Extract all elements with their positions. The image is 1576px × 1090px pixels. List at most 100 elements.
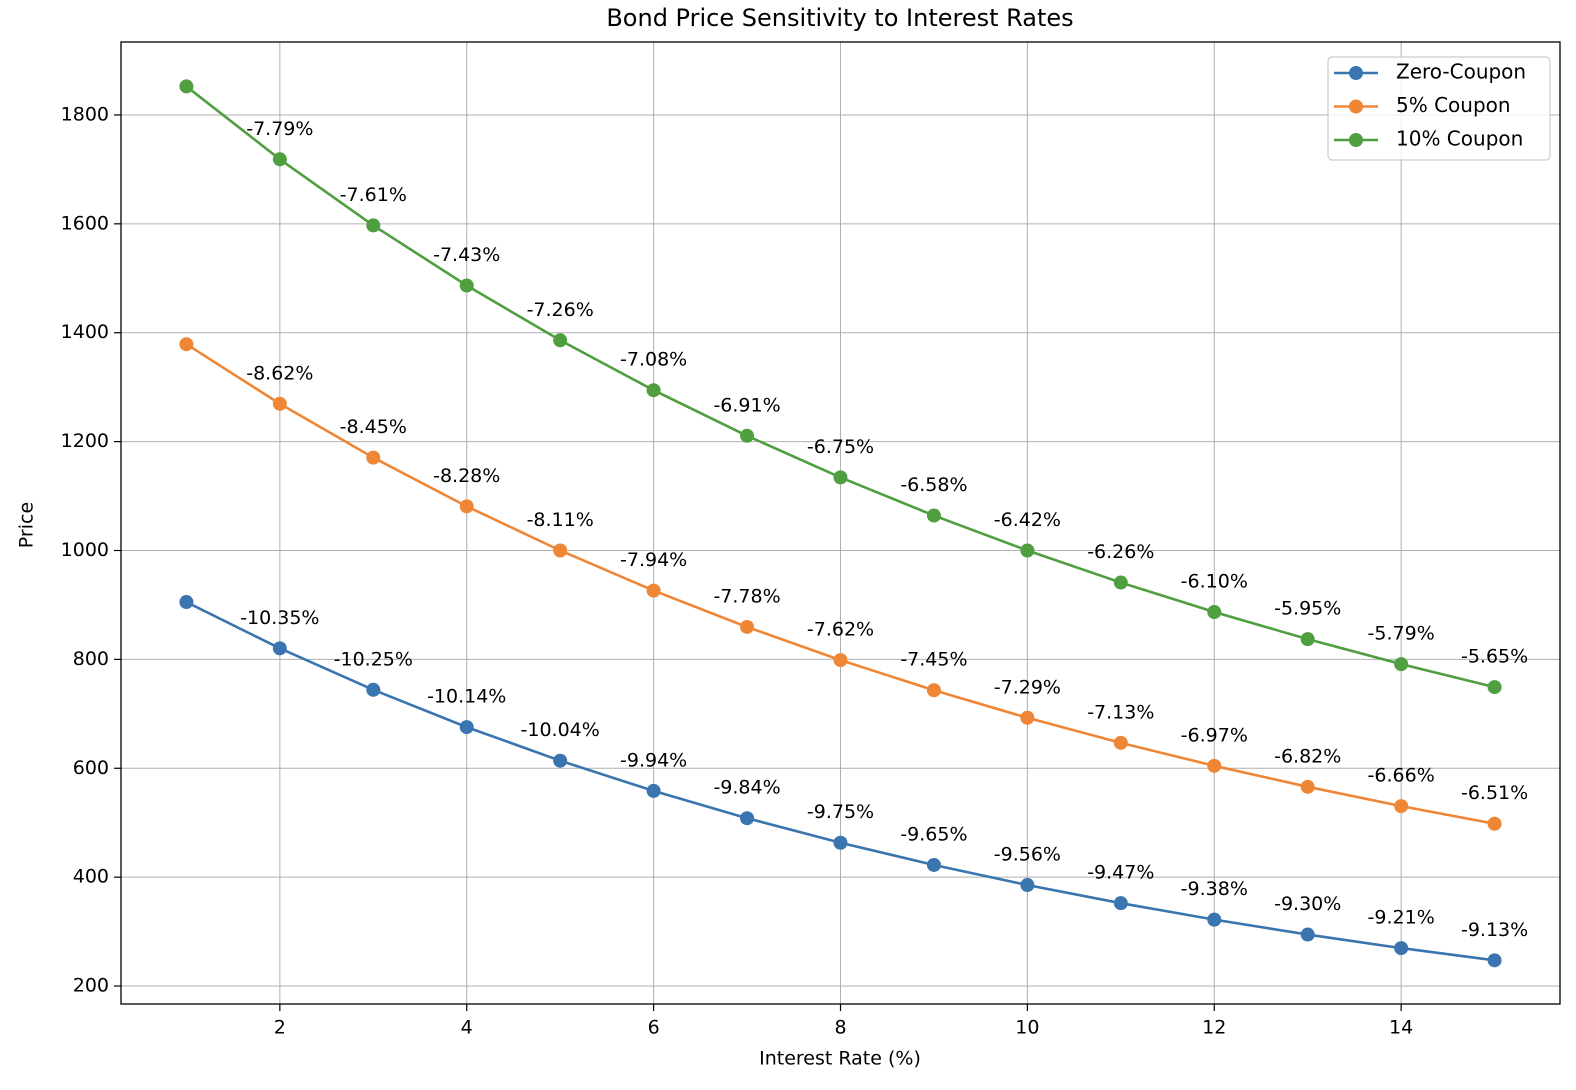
change-annotation: -9.94% xyxy=(620,749,687,771)
data-point xyxy=(1300,632,1315,647)
data-point xyxy=(1394,941,1409,956)
change-annotation: -7.26% xyxy=(527,299,594,321)
data-point xyxy=(553,753,568,768)
data-point xyxy=(1207,912,1222,927)
change-annotation: -6.82% xyxy=(1274,745,1341,767)
grid xyxy=(121,42,1560,1004)
data-point xyxy=(1487,816,1502,831)
data-point xyxy=(1487,680,1502,695)
change-annotation: -9.65% xyxy=(900,823,967,845)
change-annotation: -9.13% xyxy=(1461,919,1528,941)
change-annotation: -10.04% xyxy=(521,719,600,741)
y-tick-label: 600 xyxy=(73,757,109,779)
change-annotation: -8.28% xyxy=(433,465,500,487)
x-tick-label: 10 xyxy=(1015,1017,1039,1039)
x-tick-label: 14 xyxy=(1389,1017,1413,1039)
data-point xyxy=(740,428,755,443)
change-annotation: -7.13% xyxy=(1087,701,1154,723)
change-annotation: -5.65% xyxy=(1461,646,1528,668)
data-point xyxy=(1020,710,1035,725)
change-annotation: -7.45% xyxy=(900,649,967,671)
legend-label: 10% Coupon xyxy=(1396,127,1523,151)
data-point xyxy=(553,333,568,348)
legend-label: Zero-Coupon xyxy=(1396,60,1526,84)
y-tick-label: 1000 xyxy=(61,539,109,561)
change-annotation: -9.21% xyxy=(1368,907,1435,929)
change-annotation: -10.25% xyxy=(334,648,413,670)
data-point xyxy=(1113,896,1128,911)
data-point xyxy=(646,383,661,398)
y-axis-label: Price xyxy=(16,502,38,548)
y-tick-label: 400 xyxy=(73,866,109,888)
data-point xyxy=(459,278,474,293)
change-annotation: -7.29% xyxy=(994,676,1061,698)
change-annotation: -9.56% xyxy=(994,844,1061,866)
data-point xyxy=(272,641,287,656)
change-annotation: -9.75% xyxy=(807,801,874,823)
change-annotation: -7.62% xyxy=(807,619,874,641)
legend: Zero-Coupon 5% Coupon 10% Coupon xyxy=(1327,56,1551,161)
change-annotation: -9.47% xyxy=(1087,862,1154,884)
data-point xyxy=(1300,927,1315,942)
data-point xyxy=(1394,799,1409,814)
data-point xyxy=(1487,953,1502,968)
data-point xyxy=(740,811,755,826)
change-annotation: -7.43% xyxy=(433,244,500,266)
data-point xyxy=(740,619,755,634)
change-annotation: -7.79% xyxy=(246,118,313,140)
change-annotation: -9.30% xyxy=(1274,893,1341,915)
data-point xyxy=(459,720,474,735)
data-point xyxy=(179,337,194,352)
data-point xyxy=(366,450,381,465)
x-axis-label: Interest Rate (%) xyxy=(759,1048,921,1070)
change-annotation: -6.51% xyxy=(1461,782,1528,804)
x-tick-label: 8 xyxy=(834,1017,846,1039)
change-annotation: -10.14% xyxy=(427,686,506,708)
x-tick-label: 2 xyxy=(274,1017,286,1039)
legend-marker xyxy=(1349,66,1363,80)
y-tick-label: 200 xyxy=(73,975,109,997)
change-annotation: -6.42% xyxy=(994,509,1061,531)
data-point xyxy=(646,783,661,798)
change-annotation: -5.95% xyxy=(1274,598,1341,620)
change-annotation: -7.61% xyxy=(340,184,407,206)
plot-area: -10.35% -10.25% -10.14% -10.04% -9.94% -9.84%… xyxy=(179,79,1528,968)
data-point xyxy=(1020,543,1035,558)
legend-box xyxy=(1327,56,1551,161)
change-annotation: -6.66% xyxy=(1368,765,1435,787)
data-point xyxy=(272,152,287,167)
y-tick-label: 800 xyxy=(73,648,109,670)
change-annotation: -8.45% xyxy=(340,416,407,438)
x-tick-label: 4 xyxy=(461,1017,473,1039)
data-point xyxy=(926,683,941,698)
change-annotation: -8.11% xyxy=(527,509,594,531)
data-point xyxy=(1113,575,1128,590)
data-point xyxy=(1113,735,1128,750)
change-annotation: -6.10% xyxy=(1181,571,1248,593)
data-point xyxy=(459,499,474,514)
data-point xyxy=(1020,878,1035,893)
change-annotation: -8.62% xyxy=(246,362,313,384)
data-point xyxy=(272,396,287,411)
change-annotation: -9.38% xyxy=(1181,878,1248,900)
change-annotation: -5.79% xyxy=(1368,623,1435,645)
data-point xyxy=(1394,657,1409,672)
data-point xyxy=(1300,779,1315,794)
change-annotation: -6.91% xyxy=(713,394,780,416)
change-annotation: -7.78% xyxy=(713,585,780,607)
legend-label: 5% Coupon xyxy=(1396,93,1511,117)
data-point xyxy=(366,218,381,233)
data-point xyxy=(646,583,661,598)
legend-marker xyxy=(1349,99,1363,114)
data-point xyxy=(926,857,941,872)
data-point xyxy=(833,653,848,668)
data-point xyxy=(833,470,848,485)
y-tick-label: 1200 xyxy=(61,430,109,452)
change-annotation: -6.75% xyxy=(807,436,874,458)
change-annotation: -6.58% xyxy=(900,474,967,496)
change-annotation: -6.26% xyxy=(1087,541,1154,563)
y-tick-label: 1800 xyxy=(61,103,109,125)
data-point xyxy=(1207,605,1222,620)
